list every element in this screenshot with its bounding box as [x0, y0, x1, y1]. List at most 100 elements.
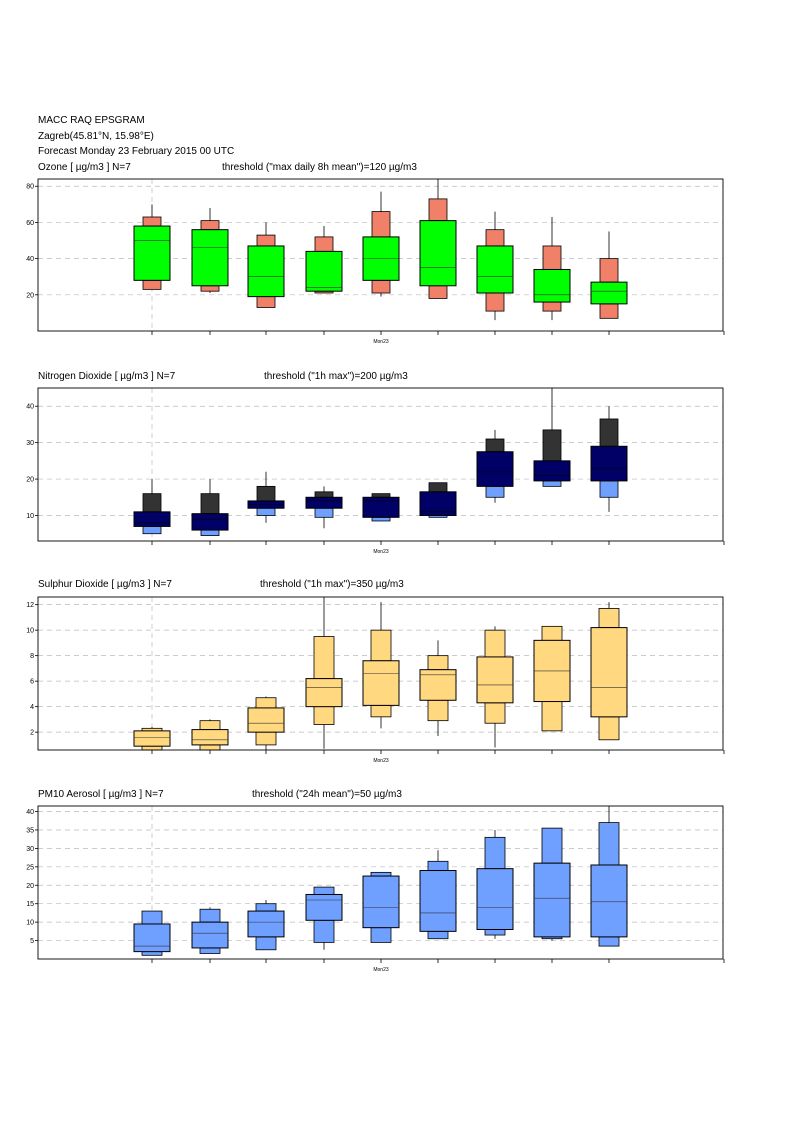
- so2-box: [590, 602, 628, 741]
- no2-box: [476, 429, 514, 503]
- ozone-box: [476, 211, 514, 321]
- no2-outer-upper: [200, 493, 220, 515]
- pm10-ytick-label: 40: [26, 809, 34, 816]
- no2-outer-lower: [485, 485, 505, 498]
- no2-outer-upper: [256, 485, 276, 502]
- no2-box: [191, 479, 229, 536]
- ozone-inner-box: [133, 225, 171, 281]
- pm10-outer-upper: [541, 827, 563, 864]
- no2-box: [590, 406, 628, 512]
- ozone-inner-box: [247, 245, 285, 298]
- so2-inner-box: [362, 660, 400, 706]
- no2-inner-box: [305, 496, 343, 509]
- so2-inner-box: [247, 707, 285, 733]
- no2-inner-box: [133, 511, 171, 527]
- no2-outer-lower: [314, 507, 334, 518]
- so2-box: [362, 602, 400, 729]
- so2-ytick-label: 12: [26, 602, 34, 609]
- pm10-threshold: threshold ("24h mean")=50 µg/m3: [252, 789, 402, 800]
- so2-ytick-label: 10: [26, 628, 34, 635]
- pm10-panel-title: PM10 Aerosol [ µg/m3 ] N=7: [38, 789, 164, 800]
- ozone-threshold: threshold ("max daily 8h mean")=120 µg/m…: [222, 162, 417, 173]
- so2-box: [533, 625, 571, 732]
- so2-outer-upper: [370, 629, 392, 662]
- so2-outer-lower: [255, 731, 277, 746]
- ozone-outer-lower: [371, 279, 391, 294]
- ozone-ytick-label: 40: [26, 256, 34, 263]
- pm10-frame: [37, 805, 724, 960]
- so2-outer-lower: [541, 701, 563, 732]
- pm10-outer-lower: [484, 929, 506, 936]
- no2-outer-upper: [314, 491, 334, 498]
- no2-inner-box: [590, 445, 628, 482]
- pm10-ytick-label: 15: [26, 901, 34, 908]
- so2-outer-lower: [370, 704, 392, 718]
- no2-outer-upper: [142, 493, 162, 513]
- pm10-box: [133, 910, 171, 956]
- pm10-outer-lower: [313, 919, 335, 943]
- so2-panel-title: Sulphur Dioxide [ µg/m3 ] N=7: [38, 579, 172, 590]
- so2-frame: [37, 596, 724, 751]
- no2-xtick-label: Mon23: [373, 549, 389, 555]
- ozone-outer-upper: [428, 198, 448, 222]
- no2-outer-lower: [599, 480, 619, 498]
- pm10-outer-lower: [141, 951, 163, 956]
- so2-box: [419, 640, 457, 736]
- ozone-outer-upper: [142, 216, 162, 227]
- pm10-outer-lower: [199, 947, 221, 954]
- no2-box: [362, 493, 400, 522]
- ozone-outer-upper: [485, 229, 505, 247]
- so2-box: [133, 727, 171, 751]
- ozone-outer-upper: [371, 211, 391, 238]
- pm10-ytick-label: 20: [26, 883, 34, 890]
- so2-outer-upper: [427, 655, 449, 671]
- so2-outer-lower: [313, 706, 335, 725]
- so2-outer-upper: [199, 720, 221, 730]
- no2-panel-title: Nitrogen Dioxide [ µg/m3 ] N=7: [38, 371, 176, 382]
- ozone-box: [133, 204, 171, 290]
- location-label: Zagreb(45.81°N, 15.98°E): [38, 131, 154, 142]
- pm10-box: [305, 886, 343, 950]
- ozone-box: [419, 179, 457, 299]
- pm10-outer-lower: [598, 936, 620, 947]
- so2-outer-upper: [541, 625, 563, 641]
- pm10-box: [533, 827, 571, 941]
- ozone-outer-lower: [428, 285, 448, 299]
- pm10-ytick-label: 30: [26, 846, 34, 853]
- no2-threshold: threshold ("1h max")=200 µg/m3: [264, 371, 408, 382]
- no2-inner-box: [191, 513, 229, 531]
- ozone-inner-box: [590, 281, 628, 305]
- no2-outer-upper: [371, 493, 391, 498]
- no2-ytick-label: 10: [26, 513, 34, 520]
- pm10-box: [247, 900, 285, 951]
- so2-inner-box: [476, 656, 514, 704]
- no2-outer-upper: [485, 438, 505, 453]
- ozone-outer-lower: [200, 285, 220, 292]
- pm10-inner-box: [590, 864, 628, 938]
- ozone-box: [362, 191, 400, 297]
- ozone-box: [590, 231, 628, 319]
- pm10-ytick-label: 5: [30, 938, 34, 945]
- ozone-box: [533, 217, 571, 321]
- pm10-outer-lower: [255, 936, 277, 951]
- no2-inner-box: [419, 491, 457, 517]
- pm10-outer-upper: [313, 886, 335, 895]
- ozone-xtick-label: Mon23: [373, 339, 389, 345]
- ozone-outer-upper: [256, 234, 276, 247]
- so2-outer-lower: [199, 744, 221, 751]
- ozone-outer-lower: [542, 301, 562, 312]
- ozone-panel-title: Ozone [ µg/m3 ] N=7: [38, 162, 131, 173]
- no2-box: [133, 479, 171, 535]
- no2-box: [419, 482, 457, 518]
- ozone-ytick-label: 80: [26, 184, 34, 191]
- no2-panel: 10 20 30 40 Mon23: [26, 387, 725, 555]
- so2-ytick-label: 2: [30, 730, 34, 737]
- no2-outer-lower: [142, 526, 162, 535]
- pm10-inner-box: [476, 868, 514, 931]
- pm10-outer-upper: [484, 836, 506, 870]
- no2-frame: [37, 387, 724, 542]
- so2-threshold: threshold ("1h max")=350 µg/m3: [260, 579, 404, 590]
- no2-outer-lower: [256, 507, 276, 516]
- pm10-outer-upper: [427, 860, 449, 871]
